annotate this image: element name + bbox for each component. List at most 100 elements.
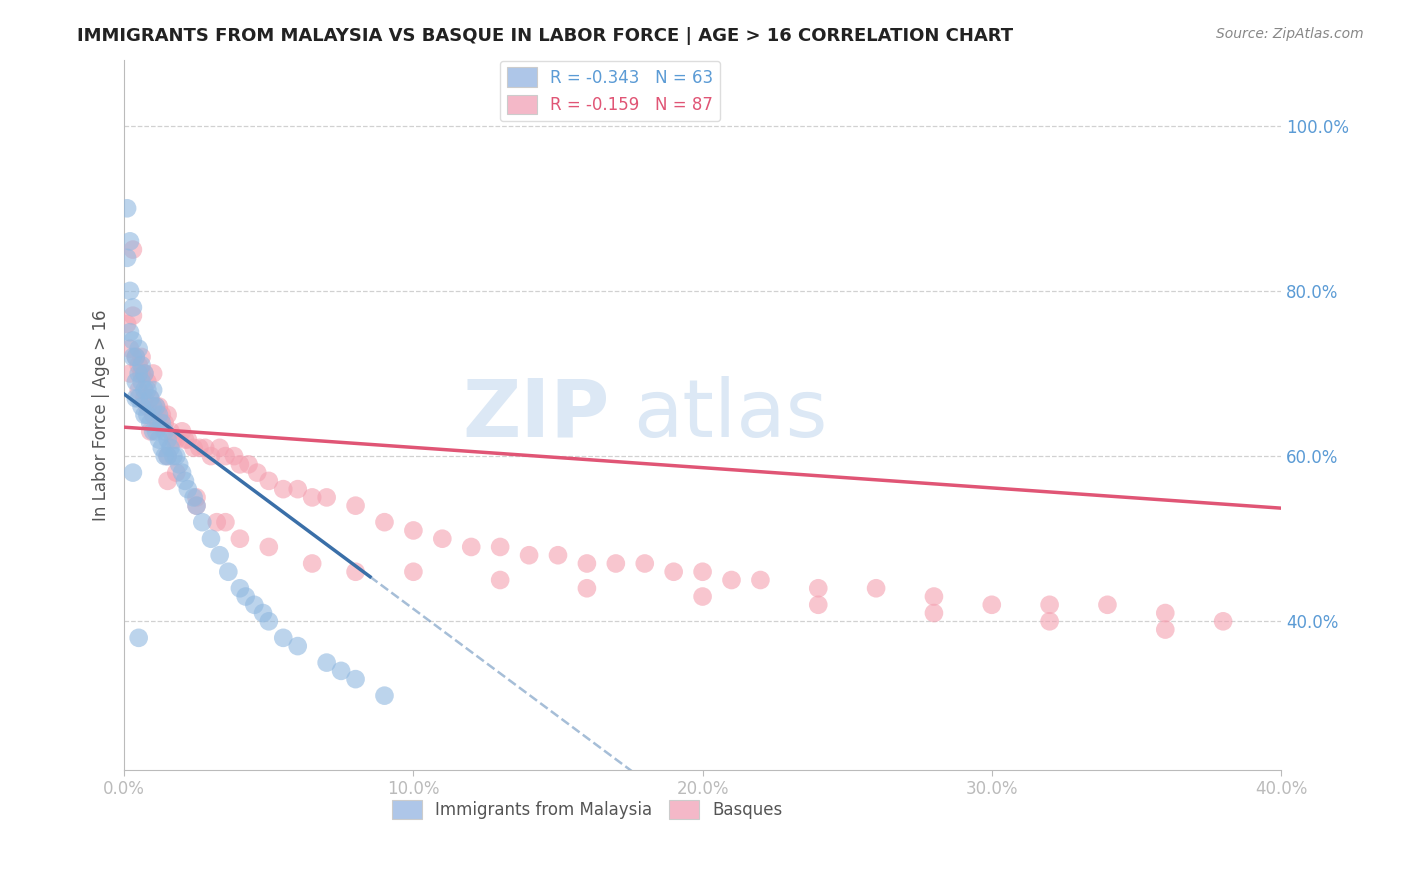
Point [145, 425, 167, 439]
Point [139, 391, 162, 405]
Point [156, 474, 179, 488]
Point [118, 367, 141, 381]
Point [122, 301, 145, 315]
Point [301, 491, 323, 505]
Point [136, 383, 159, 397]
Point [194, 441, 217, 455]
Point [150, 408, 173, 422]
Point [257, 615, 280, 629]
Point [136, 400, 159, 414]
Point [115, 202, 138, 216]
Point [1039, 615, 1062, 629]
Text: atlas: atlas [633, 376, 828, 454]
Point [159, 425, 181, 439]
Point [134, 383, 156, 397]
Point [1212, 615, 1234, 629]
Point [287, 639, 309, 653]
Point [186, 499, 208, 513]
Text: ZIP: ZIP [463, 376, 610, 454]
Point [136, 408, 159, 422]
Point [224, 449, 246, 463]
Point [134, 367, 156, 381]
Point [125, 391, 148, 405]
Point [159, 441, 181, 455]
Point [402, 565, 425, 579]
Point [238, 458, 260, 472]
Point [118, 325, 141, 339]
Point [139, 391, 162, 405]
Point [692, 590, 714, 604]
Point [142, 408, 165, 422]
Point [162, 449, 184, 463]
Point [547, 548, 569, 562]
Point [128, 342, 150, 356]
Point [122, 334, 145, 348]
Point [257, 474, 280, 488]
Point [749, 573, 772, 587]
Point [142, 425, 165, 439]
Point [287, 482, 309, 496]
Point [134, 391, 156, 405]
Point [432, 532, 454, 546]
Point [1154, 606, 1177, 620]
Point [170, 466, 193, 480]
Point [118, 342, 141, 356]
Point [122, 466, 145, 480]
Point [142, 383, 165, 397]
Point [980, 598, 1002, 612]
Point [208, 441, 231, 455]
Point [188, 441, 211, 455]
Point [1097, 598, 1119, 612]
Point [330, 664, 353, 678]
Text: IMMIGRANTS FROM MALAYSIA VS BASQUE IN LABOR FORCE | AGE > 16 CORRELATION CHART: IMMIGRANTS FROM MALAYSIA VS BASQUE IN LA… [77, 27, 1014, 45]
Point [118, 235, 141, 249]
Point [214, 449, 236, 463]
Point [344, 565, 367, 579]
Point [131, 400, 153, 414]
Point [460, 540, 482, 554]
Point [156, 449, 179, 463]
Point [235, 590, 257, 604]
Point [128, 631, 150, 645]
Point [122, 243, 145, 257]
Point [517, 548, 540, 562]
Point [162, 433, 184, 447]
Point [807, 598, 830, 612]
Point [489, 540, 512, 554]
Point [165, 466, 187, 480]
Point [271, 631, 294, 645]
Point [865, 581, 887, 595]
Point [922, 606, 945, 620]
Point [131, 375, 153, 389]
Point [191, 515, 214, 529]
Point [344, 672, 367, 686]
Point [662, 565, 685, 579]
Point [174, 433, 197, 447]
Point [186, 491, 208, 505]
Point [170, 425, 193, 439]
Point [150, 441, 173, 455]
Point [125, 375, 148, 389]
Point [605, 557, 627, 571]
Point [344, 499, 367, 513]
Point [145, 400, 167, 414]
Point [922, 590, 945, 604]
Point [122, 350, 145, 364]
Point [142, 367, 165, 381]
Point [177, 433, 200, 447]
Point [153, 416, 176, 430]
Point [205, 515, 228, 529]
Point [128, 358, 150, 372]
Point [315, 656, 337, 670]
Point [134, 367, 156, 381]
Point [243, 598, 266, 612]
Point [118, 284, 141, 298]
Point [208, 548, 231, 562]
Text: Source: ZipAtlas.com: Source: ZipAtlas.com [1216, 27, 1364, 41]
Point [167, 458, 190, 472]
Point [174, 474, 197, 488]
Point [229, 581, 252, 595]
Point [131, 367, 153, 381]
Point [136, 375, 159, 389]
Y-axis label: In Labor Force | Age > 16: In Labor Force | Age > 16 [93, 309, 110, 521]
